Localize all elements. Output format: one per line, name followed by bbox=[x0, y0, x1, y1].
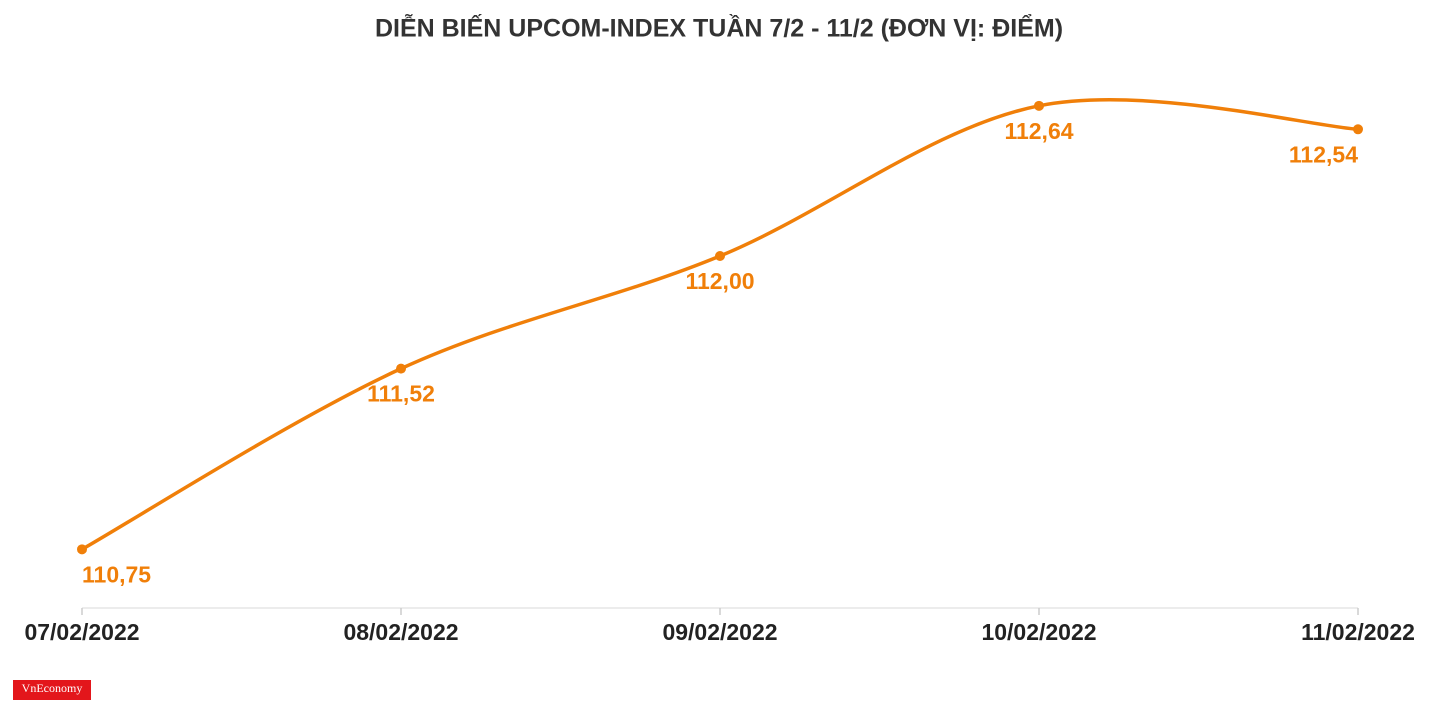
point bbox=[1353, 124, 1363, 135]
logo-box bbox=[13, 680, 91, 700]
data-label: 112,00 bbox=[685, 268, 754, 294]
data-label: 111,52 bbox=[367, 381, 435, 407]
x-tick-label: 07/02/2022 bbox=[24, 619, 139, 645]
data-label: 112,54 bbox=[1289, 141, 1358, 167]
logo: VnEconomy bbox=[22, 681, 83, 695]
point bbox=[715, 251, 725, 261]
data-label: 110,75 bbox=[82, 561, 151, 587]
chart-title: DIỄN BIẾN UPCOM-INDEX TUẦN 7/2 - 11/2 (Đ… bbox=[375, 13, 1063, 43]
point bbox=[1034, 100, 1044, 111]
point bbox=[77, 544, 87, 555]
x-tick-label: 08/02/2022 bbox=[343, 619, 458, 645]
x-tick-label: 11/02/2022 bbox=[1301, 619, 1415, 645]
x-tick-label: 09/02/2022 bbox=[662, 619, 777, 645]
x-tick-label: 10/02/2022 bbox=[981, 619, 1096, 645]
data-label: 112,64 bbox=[1004, 118, 1073, 144]
point bbox=[396, 363, 406, 374]
